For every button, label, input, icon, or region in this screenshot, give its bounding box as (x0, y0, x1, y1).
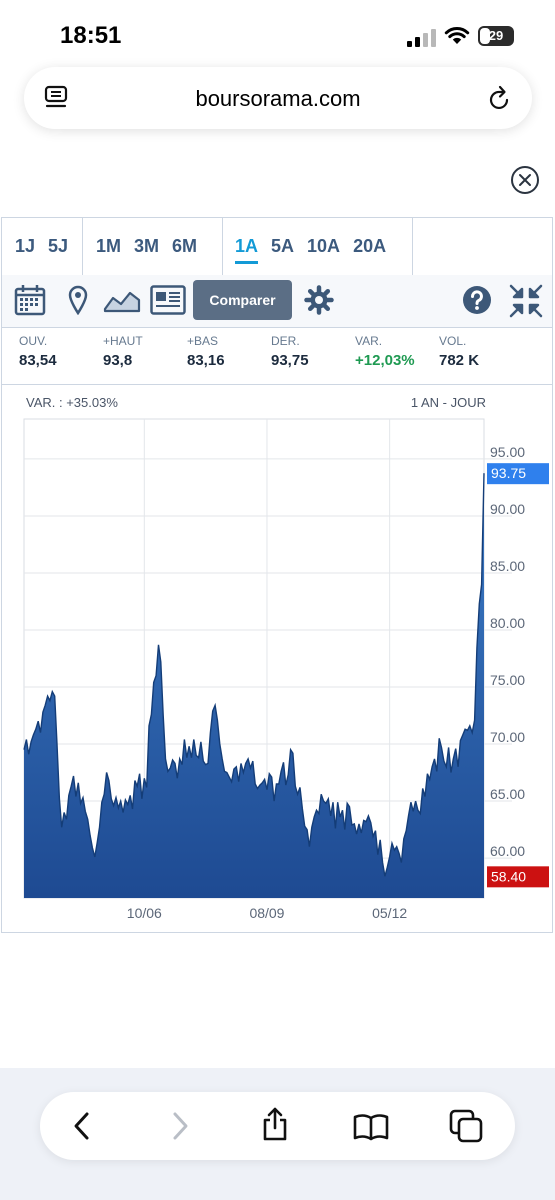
battery-level: 29 (488, 28, 504, 43)
back-icon[interactable] (72, 1111, 92, 1141)
quote-open: OUV. 83,54 (19, 334, 57, 369)
period-group-short: 1J 5J (2, 218, 83, 275)
period-20a[interactable]: 20A (353, 236, 387, 256)
browser-bottom-bar (0, 1068, 555, 1200)
y-tick-label: 65.00 (490, 786, 525, 802)
quote-label: OUV. (19, 334, 48, 348)
quote-label: VAR. (355, 334, 383, 348)
news-icon[interactable] (150, 285, 186, 315)
quote-value: 93,8 (103, 352, 133, 369)
x-tick-label: 05/12 (372, 905, 407, 921)
close-icon (519, 174, 531, 186)
quote-label: +BAS (187, 334, 219, 348)
y-tick-label: 75.00 (490, 672, 525, 688)
period-1a[interactable]: 1A (235, 236, 259, 264)
quote-value: 782 K (439, 352, 480, 369)
y-tick-label: 80.00 (490, 615, 525, 631)
min-price-label: 58.40 (491, 868, 526, 884)
reader-mode-icon[interactable] (44, 85, 68, 111)
close-chart-button[interactable] (511, 166, 539, 194)
tabs-icon[interactable] (449, 1109, 483, 1143)
help-icon[interactable] (462, 285, 492, 315)
y-tick-label: 60.00 (490, 843, 525, 859)
status-time: 18:51 (60, 22, 122, 49)
reload-icon[interactable] (488, 84, 512, 112)
period-6m[interactable]: 6M (172, 236, 198, 256)
quote-last: DER. 93,75 (271, 334, 309, 369)
quote-label: VOL. (439, 334, 467, 348)
wifi-icon (444, 27, 470, 44)
quote-variation: VAR. +12,03% (355, 334, 415, 369)
x-tick-label: 08/09 (249, 905, 284, 921)
period-3m[interactable]: 3M (134, 236, 160, 256)
compare-button[interactable]: Comparer (193, 280, 292, 320)
calendar-icon[interactable] (14, 284, 46, 316)
location-pin-icon[interactable] (68, 285, 88, 315)
chart-widget: 1J 5J 1M 3M 6M 1A 5A 10A 20A (1, 217, 553, 933)
y-tick-label: 95.00 (490, 444, 525, 460)
last-price-badge (487, 463, 549, 485)
quote-high: +HAUT 93,8 (103, 334, 143, 369)
bookmarks-icon[interactable] (353, 1112, 389, 1142)
period-5a[interactable]: 5A (271, 236, 295, 256)
quote-label: DER. (271, 334, 300, 348)
status-bar: 18:51 29 (0, 0, 555, 70)
price-line (23, 473, 485, 877)
quote-summary: OUV. 83,54 +HAUT 93,8 +BAS 83,16 DER. 93… (2, 328, 552, 385)
quote-value: 83,16 (187, 352, 225, 369)
chart-type-icon[interactable] (103, 287, 141, 313)
y-tick-label: 70.00 (490, 729, 525, 745)
chart-variation-label: VAR. : +35.03% (26, 395, 118, 410)
last-price-label: 93.75 (491, 465, 526, 481)
quote-value: 83,54 (19, 352, 57, 369)
y-tick-label: 85.00 (490, 558, 525, 574)
url-text[interactable]: boursorama.com (195, 86, 361, 111)
period-5j[interactable]: 5J (48, 236, 69, 256)
cellular-signal-icon (407, 29, 436, 47)
quote-value: 93,75 (271, 352, 309, 369)
quote-label: +HAUT (103, 334, 143, 348)
chart-range-label: 1 AN - JOUR (410, 395, 486, 410)
forward-icon[interactable] (170, 1111, 190, 1141)
period-group-years: 1A 5A 10A 20A (222, 218, 413, 275)
quote-value: +12,03% (355, 352, 415, 369)
period-1j[interactable]: 1J (15, 236, 36, 256)
quote-low: +BAS 83,16 (187, 334, 225, 369)
price-chart-svg[interactable]: 95.00 90.00 85.00 80.00 75.00 70.00 65.00 60.00… (2, 384, 552, 932)
price-area (24, 473, 484, 898)
period-selector: 1J 5J 1M 3M 6M 1A 5A 10A 20A (2, 218, 552, 276)
min-price-badge (487, 866, 549, 888)
battery-icon: 29 (478, 26, 514, 46)
y-tick-label: 90.00 (490, 501, 525, 517)
quote-volume: VOL. 782 K (439, 334, 479, 369)
price-chart[interactable]: VAR. : +35.03% 1 AN - JOUR 95.00 90.00 85.… (2, 384, 552, 932)
address-bar[interactable]: boursorama.com (24, 67, 532, 129)
browser-toolbar (40, 1092, 515, 1160)
period-group-months: 1M 3M 6M (82, 218, 223, 275)
period-10a[interactable]: 10A (307, 236, 341, 256)
x-tick-label: 10/06 (127, 905, 162, 921)
settings-gear-icon[interactable] (304, 285, 334, 315)
share-icon[interactable] (260, 1106, 290, 1142)
collapse-icon[interactable] (508, 283, 544, 319)
period-1m[interactable]: 1M (96, 236, 122, 256)
